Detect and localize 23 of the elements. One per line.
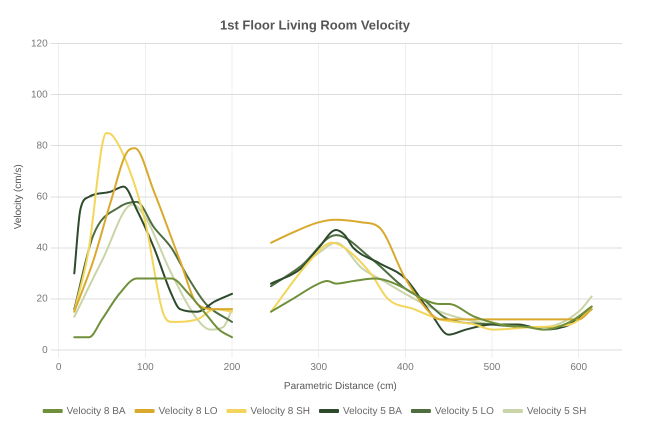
legend-label: Velocity 5 SH: [526, 406, 586, 417]
y-axis-title: Velocity (cm/s): [12, 164, 24, 230]
legend-label: Velocity 5 LO: [434, 406, 494, 417]
x-tick-label: 500: [484, 362, 501, 373]
y-tick-label: 0: [42, 344, 48, 356]
legend-label: Velocity 8 SH: [250, 406, 310, 417]
x-axis-title: Parametric Distance (cm): [284, 380, 397, 392]
legend-label: Velocity 5 BA: [343, 406, 402, 417]
y-tick-label: 60: [36, 192, 48, 203]
x-tick-label: 600: [570, 362, 588, 373]
y-tick-label: 80: [36, 140, 48, 152]
x-tick-label: 300: [310, 362, 328, 373]
y-tick-label: 40: [36, 242, 48, 254]
y-tick-label: 100: [30, 89, 48, 100]
x-tick-label: 400: [396, 362, 414, 373]
y-tick-label: 20: [36, 294, 48, 305]
legend-label: Velocity 8 BA: [66, 406, 126, 417]
legend-label: Velocity 8 LO: [158, 406, 218, 417]
x-tick-label: 0: [56, 362, 62, 373]
x-tick-label: 200: [224, 362, 241, 373]
chart-title: 1st Floor Living Room Velocity: [220, 17, 411, 32]
y-tick-label: 120: [30, 38, 48, 50]
x-tick-label: 100: [137, 362, 154, 373]
